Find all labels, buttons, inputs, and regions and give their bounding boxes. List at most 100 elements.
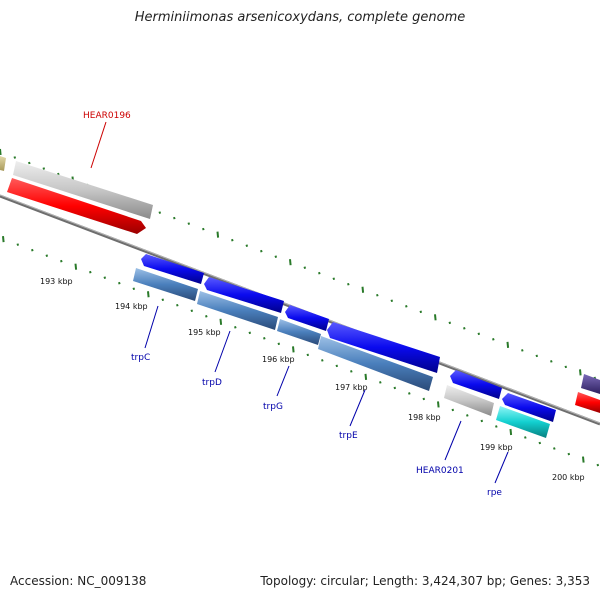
gene-red-2[interactable] xyxy=(575,392,600,413)
minor-tick xyxy=(492,338,495,341)
gene-red-1[interactable] xyxy=(7,178,146,234)
minor-tick xyxy=(118,281,121,285)
minor-tick xyxy=(463,327,466,330)
minor-tick xyxy=(521,349,524,352)
major-tick xyxy=(579,369,582,376)
minor-tick xyxy=(28,161,31,165)
leader-line-HEAR0196 xyxy=(90,121,107,169)
minor-tick xyxy=(379,381,382,384)
minor-tick xyxy=(564,365,568,369)
major-tick xyxy=(437,401,440,408)
major-tick xyxy=(364,373,368,380)
minor-tick xyxy=(277,342,281,346)
minor-tick xyxy=(45,254,49,257)
minor-tick xyxy=(596,463,600,467)
gene-label-trpG[interactable]: trpG xyxy=(263,402,283,412)
minor-tick xyxy=(390,299,394,303)
major-tick xyxy=(2,236,5,243)
minor-tick xyxy=(419,310,423,314)
gene-label-leaders xyxy=(90,121,509,484)
scale-label: 200 kbp xyxy=(552,473,585,482)
gene-HEAR0201-blue[interactable] xyxy=(450,370,502,399)
forward-strand-genes xyxy=(0,156,600,438)
minor-tick xyxy=(173,216,176,220)
minor-tick xyxy=(187,222,191,225)
leader-line-trpD xyxy=(214,330,231,373)
gene-olive-partial[interactable] xyxy=(0,156,6,171)
gene-steel-trpE[interactable] xyxy=(318,336,433,391)
gene-label-HEAR0201[interactable]: HEAR0201 xyxy=(416,466,464,476)
scale-label: 196 kbp xyxy=(262,355,295,364)
minor-tick xyxy=(321,359,324,362)
gene-rpe-blue[interactable] xyxy=(502,393,556,422)
minor-tick xyxy=(332,277,336,281)
scale-label: 197 kbp xyxy=(335,383,368,392)
gene-cyan-rpe[interactable] xyxy=(496,406,550,438)
gene-steel-trpG[interactable] xyxy=(277,319,321,345)
major-tick xyxy=(434,314,437,321)
minor-tick xyxy=(451,408,455,412)
scale-label: 199 kbp xyxy=(480,443,513,452)
gene-trpE-blue[interactable] xyxy=(327,322,440,373)
gene-label-rpe[interactable]: rpe xyxy=(487,488,502,498)
gene-trpC-blue[interactable] xyxy=(141,254,204,284)
minor-tick xyxy=(466,414,469,417)
minor-tick xyxy=(347,282,350,286)
major-tick xyxy=(0,148,2,156)
minor-tick xyxy=(495,425,498,428)
minor-tick xyxy=(60,259,63,263)
gene-trpD-blue[interactable] xyxy=(204,277,284,313)
minor-tick xyxy=(477,332,481,336)
minor-tick xyxy=(524,436,527,439)
gene-HEAR0196-gray[interactable] xyxy=(13,161,153,219)
major-tick xyxy=(289,259,292,266)
minor-tick xyxy=(202,227,205,231)
gene-steel-trpD[interactable] xyxy=(197,291,278,330)
scale-label: 198 kbp xyxy=(408,413,441,422)
leader-line-trpC xyxy=(144,305,159,349)
gene-label-HEAR0196[interactable]: HEAR0196 xyxy=(83,111,131,121)
gene-trpG-blue[interactable] xyxy=(285,305,329,331)
minor-tick xyxy=(538,441,542,445)
minor-tick xyxy=(376,293,379,297)
minor-tick xyxy=(550,360,553,363)
minor-tick xyxy=(42,167,46,170)
genome-summary-text: Topology: circular; Length: 3,424,307 bp… xyxy=(260,574,590,588)
minor-tick xyxy=(405,304,408,308)
minor-tick xyxy=(31,248,34,252)
minor-tick xyxy=(13,156,17,159)
gene-gray-HEAR0201[interactable] xyxy=(444,385,494,416)
major-tick xyxy=(509,428,513,436)
minor-tick xyxy=(335,364,339,368)
reverse-strand-genes xyxy=(7,178,600,422)
accession-text: Accession: NC_009138 xyxy=(10,574,147,588)
minor-tick xyxy=(205,314,208,318)
gene-label-trpC[interactable]: trpC xyxy=(131,353,150,363)
leader-line-trpE xyxy=(349,389,366,427)
gene-labels: HEAR0196 trpC trpD trpG trpE HEAR0201 rp… xyxy=(83,111,502,498)
gene-label-trpD[interactable]: trpD xyxy=(202,378,222,388)
minor-tick xyxy=(318,271,321,275)
minor-tick xyxy=(16,243,20,246)
minor-tick xyxy=(132,287,136,291)
minor-tick xyxy=(103,276,107,279)
leader-line-rpe xyxy=(494,451,509,484)
gene-steel-trpC[interactable] xyxy=(133,268,198,301)
scale-label: 194 kbp xyxy=(115,302,148,311)
minor-tick xyxy=(408,392,411,395)
minor-tick xyxy=(306,353,310,357)
minor-tick xyxy=(260,249,263,253)
gene-label-trpE[interactable]: trpE xyxy=(339,431,358,441)
map-title: Herminiimonas arsenicoxydans, complete g… xyxy=(134,10,466,25)
minor-tick xyxy=(176,303,179,307)
minor-tick xyxy=(245,244,249,247)
major-tick xyxy=(361,286,365,293)
scale-label: 195 kbp xyxy=(188,328,221,337)
minor-tick xyxy=(567,452,571,456)
inner-tick-track xyxy=(2,236,600,467)
minor-tick xyxy=(393,386,397,390)
gene-purple-partial[interactable] xyxy=(581,374,600,394)
minor-tick xyxy=(231,238,234,242)
minor-tick xyxy=(535,354,539,358)
